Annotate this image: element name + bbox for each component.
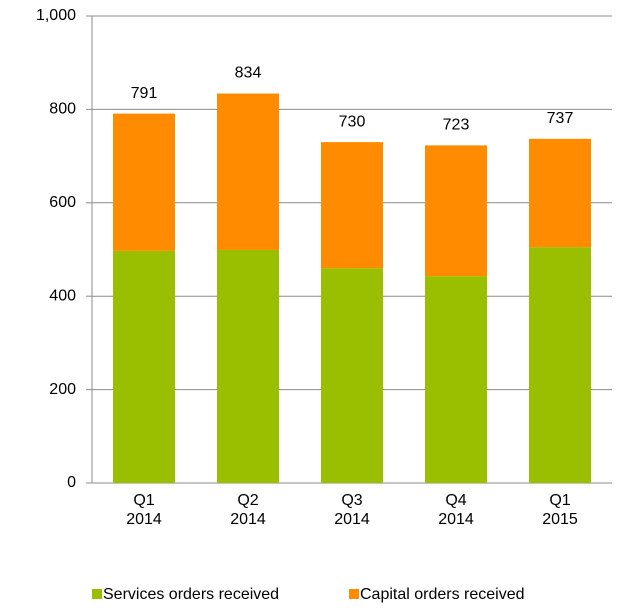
x-tick-label: Q3: [341, 492, 362, 509]
total-label: 791: [131, 85, 158, 102]
bar-segment: [321, 268, 383, 483]
y-tick-label: 0: [67, 474, 76, 491]
legend-label: Capital orders received: [360, 586, 525, 603]
x-tick-label: Q2: [237, 492, 258, 509]
x-tick-label: 2015: [542, 511, 578, 528]
legend-label: Services orders received: [103, 586, 279, 603]
bar-segment: [529, 138, 591, 248]
legend-swatch: [92, 589, 102, 599]
bar-segment: [425, 145, 487, 277]
x-tick-label: Q4: [445, 492, 466, 509]
bar-segment: [113, 250, 175, 483]
bar-segment: [425, 276, 487, 483]
y-tick-label: 400: [49, 287, 76, 304]
legend-swatch: [349, 589, 359, 599]
total-label: 730: [339, 113, 366, 130]
x-tick-label: Q1: [549, 492, 570, 509]
x-tick-label: 2014: [438, 511, 474, 528]
bar-segment: [217, 249, 279, 483]
y-tick-label: 1,000: [36, 7, 76, 24]
y-tick-label: 800: [49, 101, 76, 118]
x-tick-label: Q1: [133, 492, 154, 509]
x-tick-label: 2014: [334, 511, 370, 528]
bar-segment: [529, 247, 591, 483]
total-label: 723: [443, 117, 470, 134]
x-tick-label: 2014: [126, 511, 162, 528]
y-tick-label: 600: [49, 194, 76, 211]
bar-segment: [113, 113, 175, 251]
bar-segment: [321, 142, 383, 269]
bar-segment: [217, 93, 279, 250]
total-label: 834: [235, 65, 262, 82]
x-tick-label: 2014: [230, 511, 266, 528]
total-label: 737: [547, 110, 574, 127]
y-tick-label: 200: [49, 381, 76, 398]
